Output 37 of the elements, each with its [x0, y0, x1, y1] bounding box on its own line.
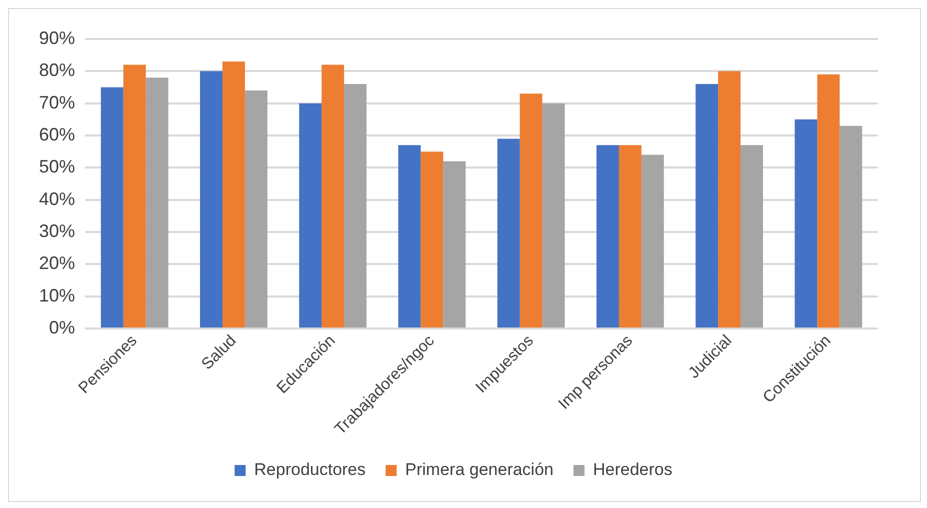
bar [443, 161, 466, 328]
y-tick-label: 80% [38, 60, 76, 80]
bar [299, 103, 322, 328]
bar [344, 84, 367, 328]
legend-label: Reproductores [254, 460, 366, 480]
bar [322, 64, 344, 328]
bar [146, 78, 168, 328]
bar [497, 138, 520, 328]
bar [596, 145, 619, 328]
bar [817, 74, 840, 328]
bar [618, 145, 642, 328]
y-tick-label: 0% [49, 317, 76, 338]
bar [100, 87, 124, 328]
bar [641, 154, 664, 328]
bar [794, 119, 818, 328]
y-tick-label: 60% [38, 124, 76, 144]
bar [200, 71, 222, 328]
legend-label: Herederos [592, 460, 672, 480]
y-tick-label: 30% [38, 220, 76, 241]
y-tick-label: 20% [38, 253, 76, 274]
bar [740, 145, 764, 328]
y-tick-label: 90% [38, 28, 76, 48]
legend-label: Primera generación [405, 460, 554, 480]
bar [123, 64, 146, 328]
y-tick-label: 40% [38, 188, 76, 209]
y-tick-label: 10% [38, 285, 76, 306]
bar [840, 126, 862, 328]
y-tick-label: 70% [38, 92, 76, 112]
bar [542, 103, 565, 328]
bar [696, 84, 718, 328]
bar [398, 145, 421, 328]
bar [520, 94, 542, 328]
y-tick-label: 50% [38, 156, 76, 177]
bar [244, 90, 268, 328]
bar [420, 152, 444, 328]
bar [222, 62, 245, 328]
bar [718, 71, 741, 328]
